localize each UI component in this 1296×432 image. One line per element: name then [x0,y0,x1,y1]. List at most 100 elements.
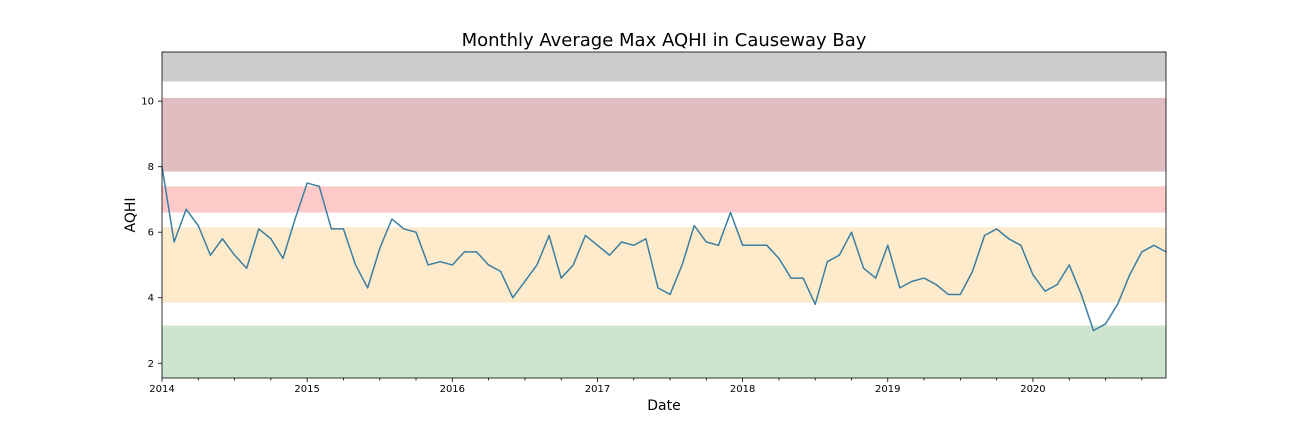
data-point [1008,238,1010,240]
data-point [475,251,478,253]
data-point [379,247,381,250]
plot-frame [161,51,1167,379]
risk-band-4 [162,227,1166,303]
data-point [391,218,393,220]
data-point [1020,244,1022,246]
data-point [875,277,877,279]
data-point [971,270,974,273]
x-tick-label: 2017 [585,384,610,395]
data-point [657,287,659,289]
data-point [923,277,925,279]
data-point [367,287,369,289]
aqhi-risk-bands [162,52,1166,378]
data-point [947,293,949,296]
data-point [294,218,296,220]
data-point [887,244,889,246]
data-point [669,293,671,296]
data-point [1153,244,1155,246]
data-point [754,244,756,246]
risk-band-1 [162,52,1166,82]
aqhi-series [161,166,1167,332]
data-point [512,297,514,299]
data-point [173,241,175,243]
data-point [572,264,574,266]
data-point [850,231,853,233]
data-point [197,225,199,227]
data-point [742,244,744,246]
x-axis-label: Date [647,398,680,414]
data-point [185,208,187,210]
data-point [1129,274,1131,276]
data-point [221,238,224,240]
data-point [959,293,961,296]
risk-band-5 [162,325,1166,378]
data-point [270,238,272,240]
data-point [1141,251,1143,253]
data-point [899,287,901,289]
data-point [403,228,405,230]
data-point [536,264,538,266]
data-point [463,251,466,253]
data-point [1080,293,1082,296]
x-tick-label: 2015 [294,384,319,395]
data-point [729,211,732,214]
data-point [439,261,441,263]
data-point [608,254,611,256]
data-point [1044,290,1046,292]
data-point [790,277,792,279]
data-point [233,254,236,256]
data-point [584,234,586,237]
data-point [318,185,320,187]
y-tick-label: 2 [148,359,154,370]
data-point [778,257,780,260]
data-point [427,264,429,266]
data-point [258,228,260,230]
data-point [996,228,998,230]
y-tick-label: 4 [148,293,154,304]
data-point [826,261,828,263]
data-point [524,280,526,282]
x-tick-label: 2018 [730,384,755,395]
risk-band-3 [162,186,1166,213]
data-point [717,244,720,246]
y-tick-label: 6 [148,228,154,239]
data-point [1104,323,1107,325]
data-point [451,264,453,266]
chart-title: Monthly Average Max AQHI in Causeway Bay [462,30,867,51]
series-line [161,166,1167,332]
data-point [935,284,937,286]
data-point [306,182,308,184]
data-point [354,264,357,266]
data-point [802,277,804,279]
data-point [862,267,865,269]
y-axis-label: AQHI [123,197,139,232]
x-axis-ticks: 2014 2015 2016 2017 2018 2019 2020 [149,378,1143,395]
data-point [705,241,707,243]
data-point [342,228,345,230]
data-point [814,303,816,305]
data-point [488,264,490,266]
data-point [282,257,284,260]
data-point [209,254,211,256]
data-point [246,267,248,269]
y-tick-label: 10 [141,97,154,108]
data-point [645,238,647,240]
data-point [596,244,599,246]
x-tick-label: 2019 [875,384,900,395]
data-point [1068,264,1070,266]
risk-band-2 [162,97,1166,172]
y-axis-ticks: 2 4 6 8 10 [141,97,162,370]
data-point [330,228,332,230]
data-point [633,244,635,246]
data-point [681,264,683,266]
data-point [1056,284,1058,286]
data-point [911,280,913,282]
x-tick-label: 2016 [440,384,465,395]
data-point [548,234,550,237]
x-tick-label: 2014 [149,384,174,395]
x-tick-label: 2020 [1020,384,1045,395]
data-point [500,270,502,273]
data-point [415,231,417,233]
data-point [766,244,768,246]
